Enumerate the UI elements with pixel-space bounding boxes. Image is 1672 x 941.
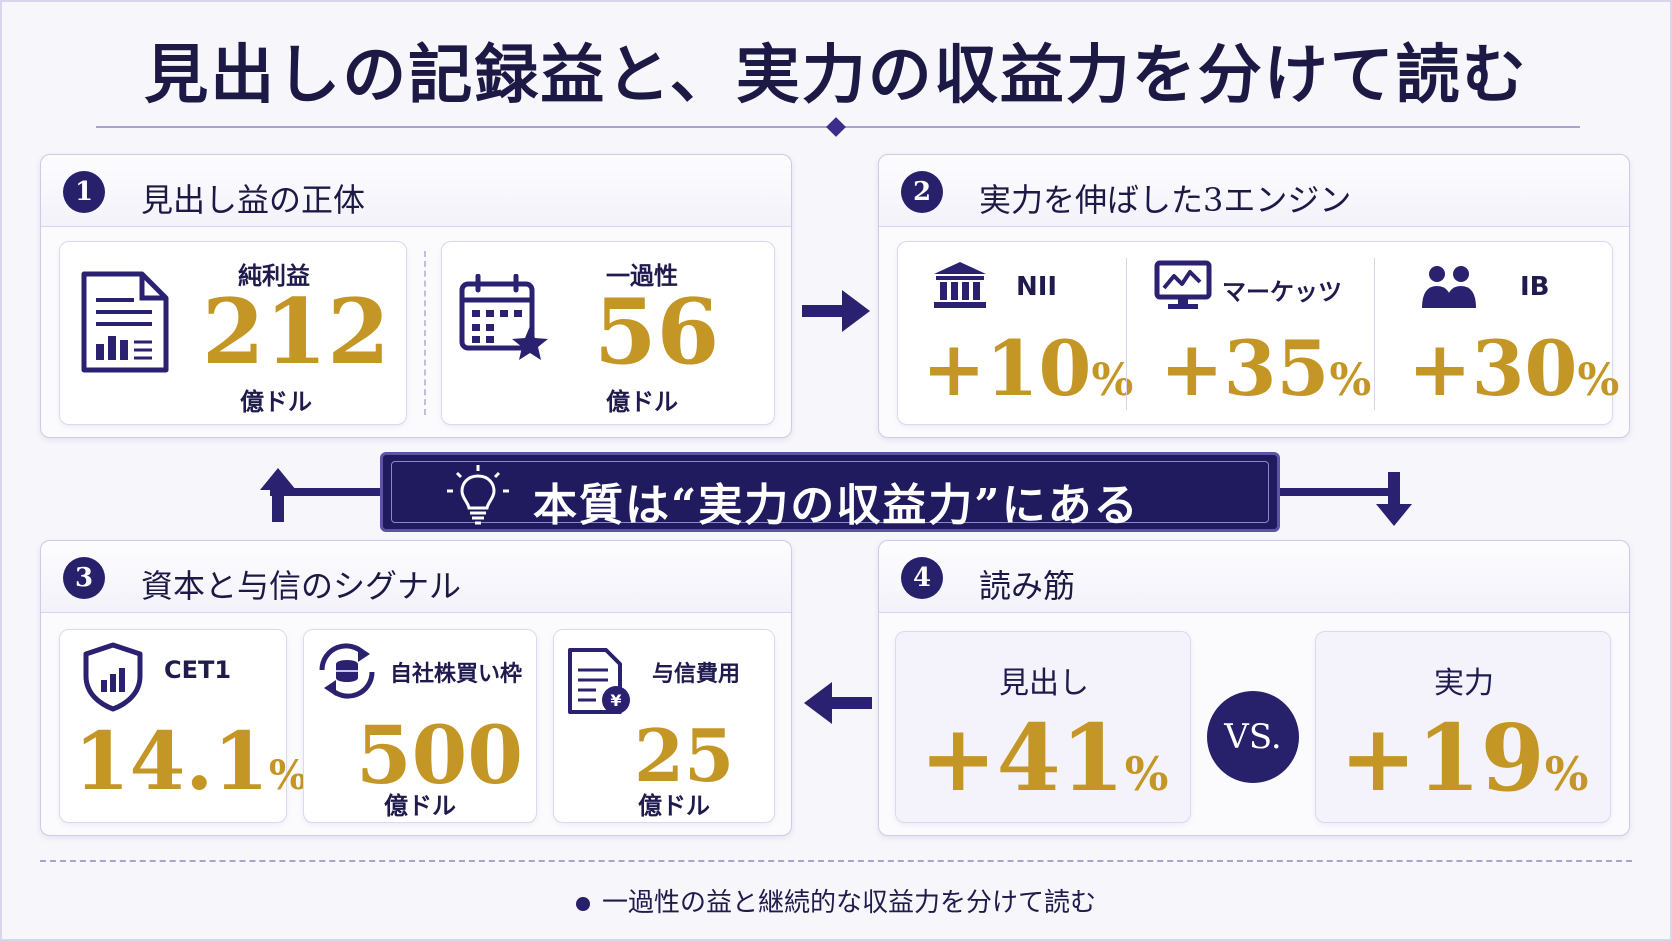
banner-message: 本質は“実力の収益力”にある — [533, 480, 1140, 531]
buyback-value: 500 — [356, 708, 523, 802]
buyback-card: 自社株買い枠 500 億ドル — [303, 629, 537, 823]
arrow-right-icon — [802, 290, 870, 332]
shield-chart-icon — [83, 642, 143, 712]
cet1-card: CET1 14.1% — [59, 629, 307, 823]
engines-card: NII +10% マーケッツ +35% IB +30% — [897, 241, 1619, 425]
lightbulb-icon — [447, 465, 509, 525]
net-profit-card: 純利益 212 億ドル — [59, 241, 407, 425]
step-badge-2: 2 — [901, 171, 943, 213]
step-badge-1: 1 — [63, 171, 105, 213]
banner-connector-right — [1278, 488, 1392, 496]
panel-header: 2 実力を伸ばした3エンジン — [879, 155, 1629, 227]
svg-text:¥: ¥ — [610, 691, 621, 710]
engine-divider — [1126, 258, 1127, 410]
step-badge-3: 3 — [63, 557, 105, 599]
credit-cost-unit: 億ドル — [638, 792, 710, 820]
step-badge-4: 4 — [901, 557, 943, 599]
headline-growth-value: +41% — [896, 708, 1192, 824]
cet1-value: 14.1% — [74, 716, 307, 821]
engine-divider — [1374, 258, 1375, 410]
engine-value-unit: % — [1577, 355, 1620, 406]
bank-icon — [934, 262, 986, 308]
headline-growth-number: +41 — [919, 704, 1125, 812]
footer-note: 一過性の益と継続的な収益力を分けて読む — [0, 882, 1672, 919]
calendar-star-icon — [459, 274, 548, 360]
coin-cycle-icon — [319, 643, 375, 699]
one-off-label: 一過性 — [606, 262, 678, 290]
engine-label-markets: マーケッツ — [1222, 278, 1342, 306]
one-off-card: 一過性 56 億ドル — [441, 241, 775, 425]
net-profit-label: 純利益 — [238, 262, 310, 290]
bullet-icon — [575, 897, 590, 911]
document-chart-icon — [81, 271, 169, 373]
vs-badge: VS. — [1207, 691, 1299, 783]
panel-three-engines: 2 実力を伸ばした3エンジン NII +10% マーケッツ +35% — [878, 154, 1630, 438]
card-separator — [424, 251, 426, 415]
engine-value-ib: +30% — [1408, 326, 1619, 424]
panel-header: 3 資本と与信のシグナル — [41, 541, 791, 613]
engine-label-ib: IB — [1520, 272, 1550, 302]
core-growth-value: +19% — [1316, 708, 1612, 824]
core-growth-number: +19 — [1339, 704, 1545, 812]
core-growth-unit: % — [1544, 747, 1589, 801]
panel-headline-profit: 1 見出し益の正体 純利益 212 億ドル — [40, 154, 792, 438]
panel-reading: 4 読み筋 見出し +41% VS. 実力 +19% — [878, 540, 1630, 836]
engine-value-unit: % — [1329, 355, 1372, 406]
engine-value-number: +35 — [1160, 324, 1330, 413]
arrow-up-icon — [260, 468, 296, 522]
core-growth-label: 実力 — [1434, 666, 1494, 701]
credit-cost-label: 与信費用 — [652, 662, 741, 687]
panel-title: 見出し益の正体 — [141, 181, 366, 219]
headline-growth-label: 見出し — [999, 666, 1089, 701]
engine-value-number: +30 — [1408, 324, 1578, 413]
panel-title: 資本と与信のシグナル — [141, 567, 462, 605]
one-off-unit: 億ドル — [606, 388, 678, 416]
panel-title: 実力を伸ばした3エンジン — [979, 181, 1352, 219]
net-profit-unit: 億ドル — [240, 388, 312, 416]
engine-label-nii: NII — [1016, 272, 1058, 302]
credit-cost-value: 25 — [634, 713, 735, 798]
cet1-label: CET1 — [164, 656, 232, 684]
cet1-value-unit: % — [268, 752, 307, 799]
monitor-chart-icon — [1154, 260, 1212, 309]
page-title: 見出しの記録益と、実力の収益力を分けて読む — [144, 38, 1528, 113]
banner-connector-left — [270, 488, 382, 496]
engine-value-nii: +10% — [922, 326, 1133, 424]
headline-growth-unit: % — [1124, 747, 1169, 801]
panel-header: 1 見出し益の正体 — [41, 155, 791, 227]
net-profit-value: 212 — [202, 279, 390, 385]
one-off-value: 56 — [594, 279, 720, 385]
panel-title: 読み筋 — [979, 567, 1076, 605]
arrow-left-icon — [804, 682, 872, 724]
buyback-unit: 億ドル — [384, 792, 456, 820]
core-growth-card: 実力 +19% — [1315, 631, 1611, 823]
engine-value-markets: +35% — [1160, 326, 1371, 424]
invoice-yen-icon: ¥ — [568, 648, 630, 714]
headline-growth-card: 見出し +41% — [895, 631, 1191, 823]
credit-cost-card: ¥ 与信費用 25 億ドル — [553, 629, 775, 823]
footer-text: 一過性の益と継続的な収益力を分けて読む — [601, 888, 1096, 918]
footer-divider — [40, 860, 1632, 862]
cet1-value-number: 14.1 — [74, 714, 269, 808]
arrow-down-icon — [1376, 472, 1412, 526]
engine-value-number: +10 — [922, 324, 1092, 413]
key-message-banner: 本質は“実力の収益力”にある — [380, 452, 1280, 532]
panel-capital-credit: 3 資本と与信のシグナル CET1 14.1% 自社株買い枠 500 億ドル — [40, 540, 792, 836]
buyback-label: 自社株買い枠 — [390, 662, 523, 687]
people-icon — [1422, 266, 1476, 308]
panel-header: 4 読み筋 — [879, 541, 1629, 613]
banner-inner-border — [391, 461, 1269, 523]
